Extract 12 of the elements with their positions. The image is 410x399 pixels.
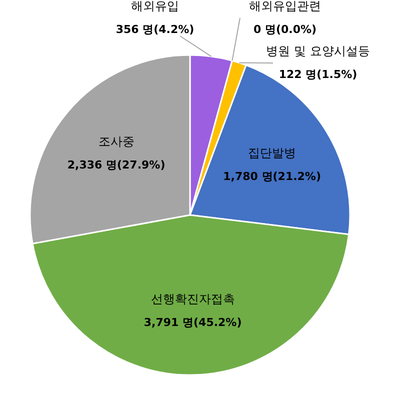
slice-label: 병원 및 요양시설등: [266, 44, 370, 58]
data-label: 2,336 명(27.9%): [67, 158, 166, 172]
data-label: 3,791 명(45.2%): [144, 316, 242, 329]
data-label: 1,780 명(21.2%): [223, 170, 321, 184]
slice-label: 해외유입: [131, 0, 179, 13]
slice-label: 선행확진자접촉: [150, 292, 235, 306]
slice-label: 조사중: [98, 134, 134, 148]
data-label: 356 명(4.2%): [116, 23, 194, 36]
text: 0 명(0.0%): [253, 23, 317, 36]
category-label: 해외유입관련: [249, 0, 321, 13]
slice-label: 집단발병: [248, 146, 296, 160]
data-label: 122 명(1.5%): [278, 68, 358, 81]
